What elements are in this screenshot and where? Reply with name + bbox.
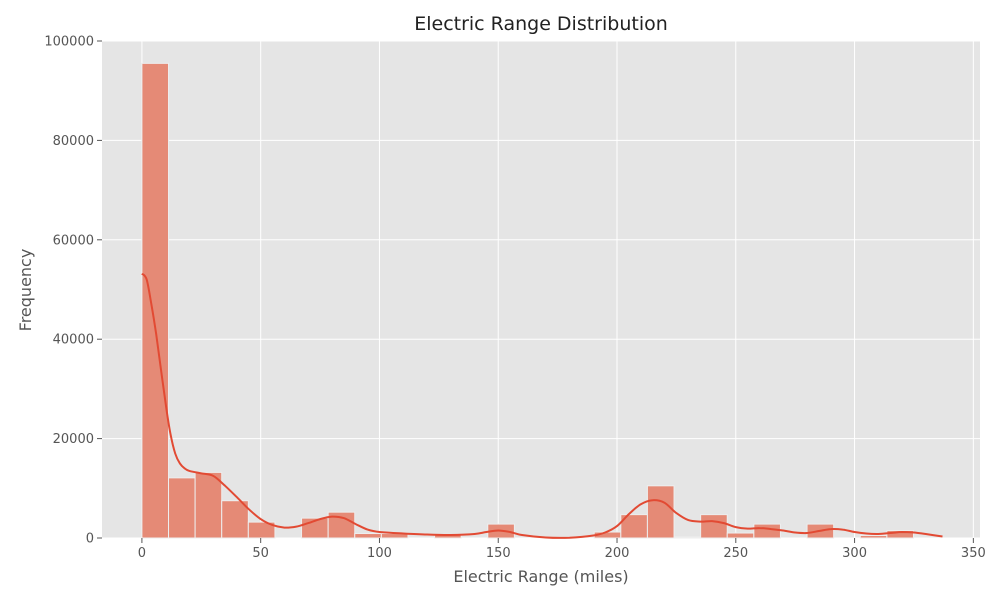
plot-area-background <box>102 41 980 538</box>
histogram-bar <box>168 477 196 539</box>
histogram-bar <box>354 533 382 539</box>
y-tick-label: 0 <box>86 532 94 547</box>
histogram-bar <box>700 514 728 539</box>
histogram-bar <box>141 62 170 539</box>
y-tick-label: 20000 <box>53 432 94 447</box>
x-tick-label: 0 <box>138 546 146 561</box>
chart-title: Electric Range Distribution <box>414 13 668 35</box>
histogram-bar <box>753 523 781 539</box>
x-tick-label: 200 <box>605 546 630 561</box>
y-tick-label: 60000 <box>53 233 94 248</box>
y-tick-label: 40000 <box>53 333 94 348</box>
x-tick-label: 100 <box>367 546 392 561</box>
grid-lines <box>102 40 980 539</box>
x-axis-label: Electric Range (miles) <box>453 567 628 586</box>
x-tick-label: 50 <box>252 546 269 561</box>
y-tick-label: 100000 <box>44 35 94 50</box>
x-tick-label: 250 <box>723 546 748 561</box>
histogram-bar <box>646 485 675 539</box>
y-axis-label: Frequency <box>16 249 35 332</box>
histogram-bar <box>221 500 249 539</box>
histogram-bar <box>673 536 702 539</box>
histogram-bar <box>194 471 223 539</box>
x-tick-label: 150 <box>486 546 511 561</box>
x-tick-label: 350 <box>961 546 986 561</box>
kde-curve <box>141 272 943 539</box>
y-axis-ticks: 0 20000 40000 60000 80000 100000 <box>44 35 102 547</box>
x-tick-label: 300 <box>842 546 867 561</box>
y-tick-label: 80000 <box>53 134 94 149</box>
x-axis-ticks: 0 50 100 150 200 250 300 350 <box>138 538 986 561</box>
histogram-bar <box>859 535 888 539</box>
histogram-bar <box>247 521 276 539</box>
histogram-bar <box>726 532 755 539</box>
